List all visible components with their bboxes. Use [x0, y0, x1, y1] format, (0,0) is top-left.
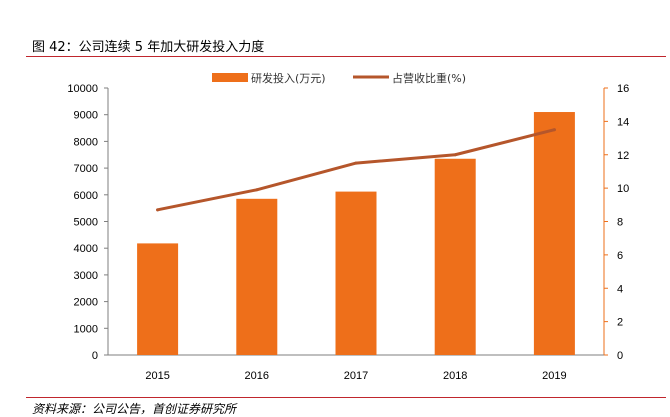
source-divider — [26, 397, 666, 398]
x-axis-tick-label: 2019 — [542, 370, 566, 382]
bar — [335, 191, 377, 355]
left-axis-tick-label: 6000 — [74, 190, 98, 202]
bar — [533, 112, 575, 355]
left-axis-tick-label: 5000 — [74, 217, 98, 229]
x-axis-tick-label: 2016 — [245, 370, 269, 382]
left-axis-tick-label: 2000 — [74, 297, 98, 309]
right-axis-tick-label: 12 — [617, 150, 629, 162]
line-point — [156, 208, 160, 212]
right-axis-tick-label: 0 — [617, 350, 623, 362]
legend-bar-swatch — [212, 73, 248, 82]
left-axis-tick-label: 7000 — [74, 163, 98, 175]
right-axis-tick-label: 4 — [617, 283, 623, 295]
left-axis-tick-label: 10000 — [67, 83, 98, 95]
x-axis-tick-label: 2017 — [344, 370, 368, 382]
right-axis-tick-label: 2 — [617, 317, 623, 329]
legend-bar-label: 研发投入(万元) — [251, 71, 326, 85]
left-axis-tick-label: 3000 — [74, 270, 98, 282]
line-point — [255, 188, 259, 192]
x-axis-tick-label: 2018 — [443, 370, 467, 382]
left-axis-tick-label: 8000 — [74, 136, 98, 148]
left-axis-tick-label: 0 — [92, 350, 98, 362]
line-point — [552, 128, 556, 132]
figure-title: 图 42：公司连续 5 年加大研发投入力度 — [32, 40, 265, 55]
legend: 研发投入(万元) 占营收比重(%) — [212, 71, 466, 85]
line-series — [156, 128, 556, 212]
x-axis-tick-label: 2015 — [145, 370, 169, 382]
bar — [434, 158, 476, 355]
bar — [137, 243, 179, 355]
bar-series — [137, 112, 575, 355]
axes: 0100020003000400050006000700080009000100… — [67, 83, 629, 382]
title-divider — [26, 56, 666, 57]
source-note: 资料来源：公司公告，首创证券研究所 — [32, 402, 237, 416]
legend-line-label: 占营收比重(%) — [392, 71, 466, 85]
right-axis-tick-label: 6 — [617, 250, 623, 262]
bar — [236, 198, 278, 355]
left-axis-tick-label: 1000 — [74, 323, 98, 335]
line-point — [453, 153, 457, 157]
left-axis-tick-label: 9000 — [74, 110, 98, 122]
right-axis-tick-label: 14 — [617, 116, 629, 128]
right-axis-tick-label: 10 — [617, 183, 629, 195]
right-axis-tick-label: 16 — [617, 83, 629, 95]
left-axis-tick-label: 4000 — [74, 243, 98, 255]
right-axis-tick-label: 8 — [617, 217, 623, 229]
line-point — [354, 161, 358, 165]
